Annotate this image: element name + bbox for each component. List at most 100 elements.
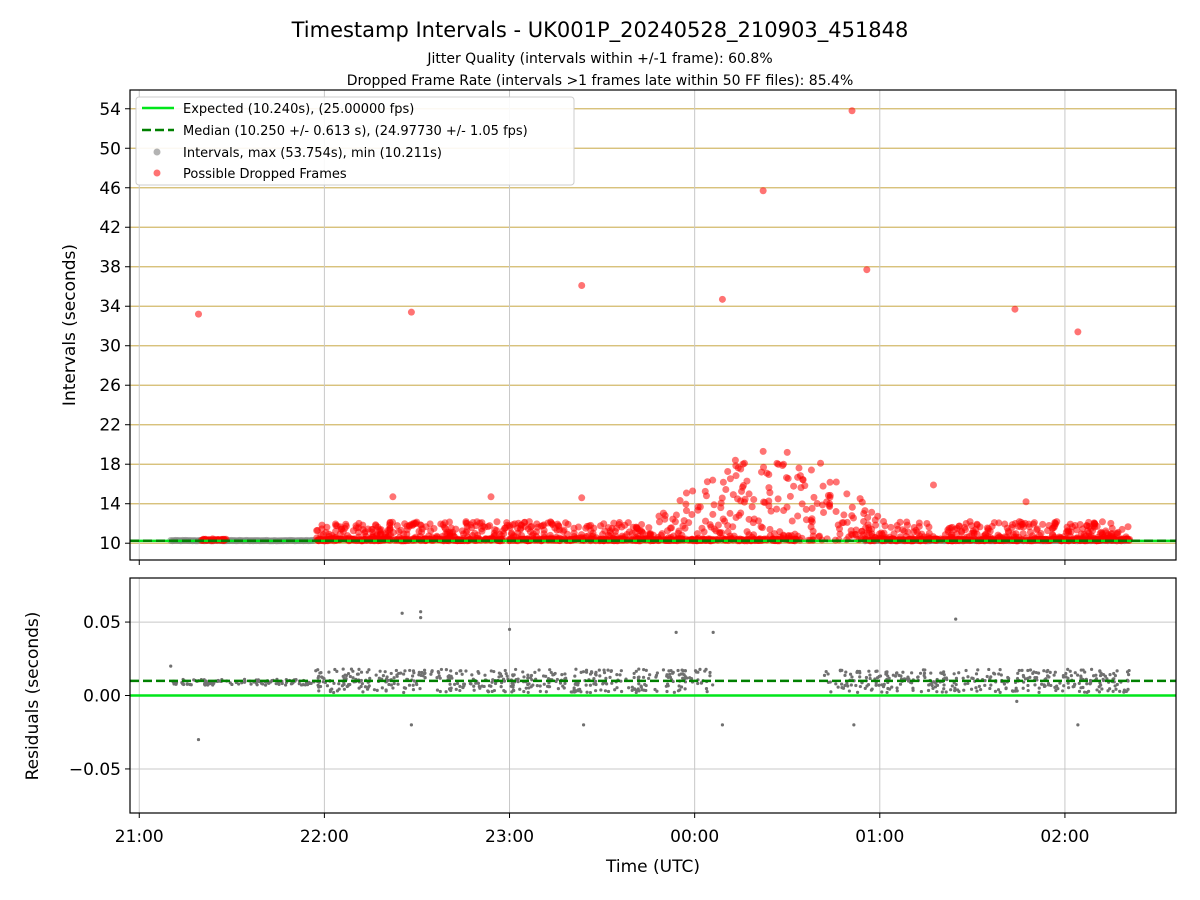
residual-point (1053, 670, 1057, 674)
y-tick-label: 26 (99, 376, 121, 396)
y-tick-label: 0.05 (83, 613, 121, 633)
residual-point (992, 671, 996, 675)
dropped-frame-point (655, 518, 663, 526)
residual-point (665, 674, 669, 678)
residual-point (961, 676, 965, 680)
residual-point (855, 690, 860, 694)
residual-point (963, 682, 967, 686)
residual-point (1026, 668, 1030, 673)
residual-point (858, 671, 862, 675)
residual-point (579, 690, 583, 694)
legend-intervals-swatch (153, 148, 161, 156)
dropped-frame-point (813, 500, 821, 508)
residual-point (934, 681, 938, 685)
dropped-frame-point (737, 509, 745, 517)
residual-point (840, 682, 844, 686)
residual-point (564, 676, 568, 680)
residual-point (492, 669, 496, 674)
residual-point (359, 684, 363, 689)
dropped-frame-point (702, 492, 710, 500)
residual-point (637, 682, 641, 686)
residual-point (526, 690, 530, 695)
residual-point (1020, 668, 1024, 672)
residual-point (610, 681, 614, 685)
dropped-frame-point (995, 519, 1003, 527)
residual-point (531, 683, 535, 687)
residual-point (511, 683, 515, 687)
dropped-frame-point (1026, 528, 1034, 536)
residual-point (680, 668, 684, 672)
residual-outlier (419, 610, 423, 614)
chart-subtitle-jitter: Jitter Quality (intervals within +/-1 fr… (426, 51, 772, 67)
dropped-frame-point (333, 522, 341, 530)
dropped-frame-point (681, 524, 689, 532)
dropped-frame-point (676, 497, 684, 505)
dropped-frame-point (682, 507, 690, 515)
residual-point (677, 673, 681, 677)
residual-point (1083, 690, 1087, 694)
dropped-frame-point (980, 532, 988, 540)
residual-outlier (581, 723, 586, 727)
residual-point (411, 688, 416, 692)
residual-point (888, 687, 892, 691)
residual-point (396, 682, 400, 686)
residual-point (392, 681, 396, 686)
residual-point (314, 669, 318, 673)
dropped-frame-point (526, 528, 534, 536)
residual-point (1076, 673, 1080, 677)
dropped-frame-point (430, 525, 438, 533)
dropped-frame-point (555, 526, 563, 534)
residual-point (556, 686, 560, 691)
residual-point (351, 676, 355, 680)
dropped-frame-point (318, 521, 326, 529)
residual-point (613, 688, 617, 692)
residual-point (435, 688, 440, 692)
residual-point (953, 689, 957, 693)
y-tick-label: 30 (99, 337, 121, 357)
residual-point (333, 667, 337, 672)
dropped-frame-point (849, 514, 857, 522)
residual-point (1115, 682, 1119, 687)
dropped-frame-outlier (578, 282, 586, 290)
residual-point (360, 681, 364, 686)
residual-point (502, 689, 506, 693)
residual-point (554, 679, 558, 684)
residual-point (403, 669, 407, 673)
dropped-frame-point (925, 523, 933, 531)
residual-point (1032, 670, 1036, 674)
residual-point (644, 668, 648, 673)
residual-point (619, 669, 623, 673)
dropped-frame-point (669, 515, 677, 523)
residual-point (1089, 667, 1094, 671)
dropped-frame-point (780, 507, 788, 515)
residual-point (1014, 686, 1018, 690)
residual-point (919, 690, 924, 694)
dropped-frame-point (955, 522, 963, 530)
y-tick-label: 18 (99, 455, 121, 475)
dropped-frame-point (655, 512, 663, 520)
residual-point (340, 684, 345, 688)
residual-point (348, 682, 352, 687)
residual-point (868, 673, 872, 677)
residual-point (1097, 690, 1102, 694)
residual-point (204, 679, 208, 683)
residual-point (476, 681, 481, 685)
residual-outlier (720, 723, 725, 727)
residual-point (592, 676, 596, 681)
dropped-frame-point (381, 533, 389, 541)
dropped-frame-point (760, 463, 768, 471)
residual-point (348, 674, 352, 679)
residual-point (490, 680, 494, 684)
residual-point (414, 681, 418, 686)
residual-point (609, 669, 614, 673)
residual-point (606, 668, 610, 672)
residual-point (989, 683, 993, 687)
residual-point (1037, 690, 1041, 694)
dropped-frame-point (645, 524, 653, 532)
y-tick-label: 46 (99, 179, 121, 199)
residual-point (1115, 669, 1119, 673)
dropped-frame-point (767, 507, 775, 515)
residual-point (548, 668, 552, 672)
y-tick-label: −0.05 (69, 760, 121, 780)
x-tick-label: 00:00 (670, 827, 719, 847)
